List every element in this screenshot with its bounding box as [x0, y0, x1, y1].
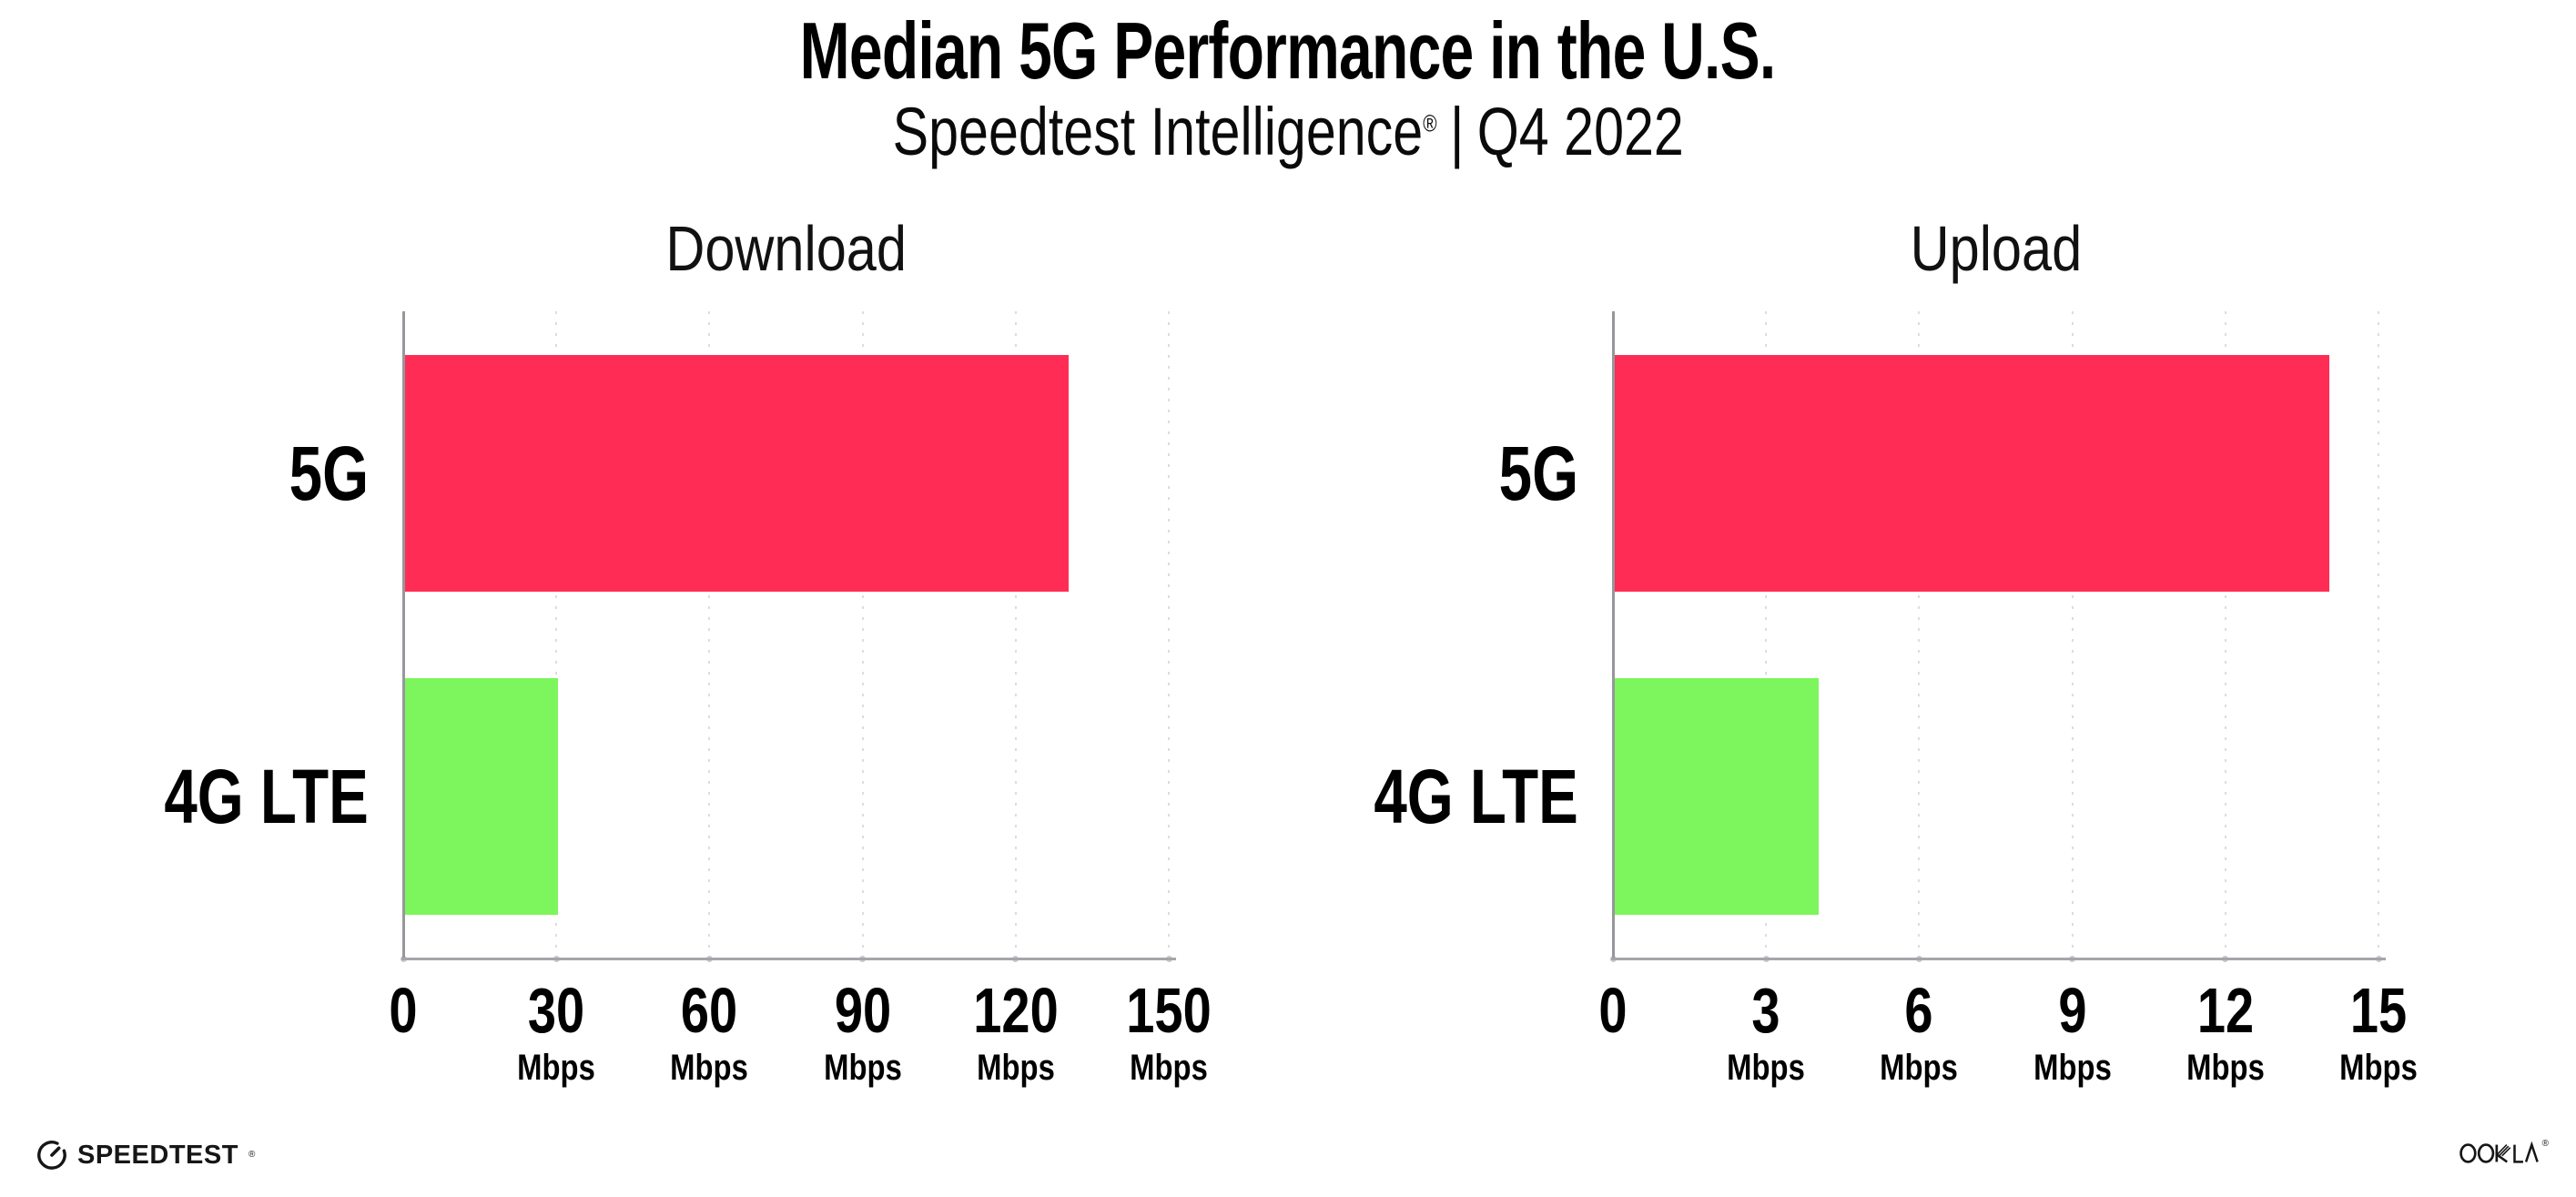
category-label-5g: 5G [289, 430, 369, 516]
subtitle-separator: | [1449, 94, 1465, 169]
speedtest-gauge-icon [36, 1140, 67, 1171]
x-tick-value: 90 [834, 975, 891, 1046]
gridline-90 [861, 311, 864, 959]
x-tick-60: 60 Mbps [662, 959, 756, 1086]
page-subtitle: Speedtest Intelligence® | Q4 2022 [0, 95, 2576, 168]
x-tick-value: 12 [2196, 975, 2254, 1046]
subtitle-brand: Speedtest Intelligence [892, 94, 1423, 169]
category-label-5g: 5G [1498, 430, 1578, 516]
x-tick-unit: Mbps [670, 1048, 749, 1088]
x-tick-value: 0 [389, 975, 418, 1046]
x-tick-unit: Mbps [1880, 1048, 1959, 1088]
x-tick-unit: Mbps [2339, 1048, 2418, 1088]
x-tick-value: 60 [681, 975, 738, 1046]
bar-5g [405, 354, 1069, 592]
page-title: Median 5G Performance in the U.S. [0, 5, 2576, 96]
x-tick-value: 30 [528, 975, 585, 1046]
gridline-12 [2224, 311, 2226, 959]
x-tick-150: 150 Mbps [1116, 959, 1222, 1086]
x-tick-unit: Mbps [2186, 1048, 2265, 1088]
x-tick-12: 12 Mbps [2178, 959, 2273, 1086]
x-tick-unit: Mbps [1727, 1048, 1806, 1088]
category-label-4g-lte: 4G LTE [164, 754, 369, 840]
chart-title-download: Download [665, 213, 907, 284]
x-tick-value: 6 [1904, 975, 1933, 1046]
x-tick-120: 120 Mbps [962, 959, 1069, 1086]
y-axis-line [402, 311, 405, 959]
x-tick-6: 6 Mbps [1871, 959, 1966, 1086]
x-tick-unit: Mbps [1130, 1048, 1208, 1088]
x-tick-15: 15 Mbps [2331, 959, 2426, 1086]
gridline-120 [1014, 311, 1017, 959]
gridline-6 [1918, 311, 1921, 959]
speedtest-wordmark: SPEEDTEST [77, 1140, 238, 1170]
gridline-30 [555, 311, 558, 959]
x-tick-9: 9 Mbps [2024, 959, 2119, 1086]
bar-5g [1615, 354, 2329, 592]
y-axis-line [1612, 311, 1615, 959]
x-tick-value: 120 [973, 975, 1059, 1046]
x-axis-line [1611, 957, 2386, 960]
x-tick-value: 150 [1126, 975, 1212, 1046]
chart-title-upload: Upload [1910, 213, 2082, 284]
subtitle-period: Q4 2022 [1476, 94, 1684, 169]
category-label-4g-lte: 4G LTE [1374, 754, 1578, 840]
x-tick-unit: Mbps [823, 1048, 902, 1088]
x-tick-value: 3 [1751, 975, 1780, 1046]
gridline-3 [1765, 311, 1768, 959]
x-tick-value: 15 [2349, 975, 2408, 1046]
x-tick-value: 0 [1598, 975, 1628, 1046]
speedtest-logo: SPEEDTEST ® [36, 1140, 255, 1171]
bar-4g-lte [405, 678, 559, 916]
x-tick-unit: Mbps [976, 1048, 1055, 1088]
bar-4g-lte [1615, 678, 1820, 916]
x-axis-line [401, 957, 1176, 960]
ookla-trademark: ® [2541, 1139, 2549, 1149]
x-tick-unit: Mbps [2033, 1048, 2112, 1088]
x-tick-90: 90 Mbps [815, 959, 909, 1086]
registered-mark: ® [1422, 109, 1437, 137]
gridline-60 [708, 311, 711, 959]
x-tick-unit: Mbps [517, 1048, 596, 1088]
gridline-15 [2378, 311, 2379, 959]
x-tick-30: 30 Mbps [509, 959, 603, 1086]
x-tick-3: 3 Mbps [1719, 959, 1813, 1086]
x-tick-value: 9 [2058, 975, 2087, 1046]
page-title-text: Median 5G Performance in the U.S. [800, 5, 1777, 96]
ookla-logo: ® [2459, 1139, 2549, 1165]
gridline-150 [1168, 311, 1170, 959]
gridline-9 [2071, 311, 2074, 959]
x-axis-tick-labels: 0Mbps30Mbps60Mbps90Mbps120Mbps150Mbps [389, 959, 1211, 1104]
ookla-wordmark-icon [2459, 1141, 2540, 1165]
x-axis-tick-labels: 0Mbps3Mbps6Mbps9Mbps12Mbps15Mbps [1598, 959, 2417, 1104]
